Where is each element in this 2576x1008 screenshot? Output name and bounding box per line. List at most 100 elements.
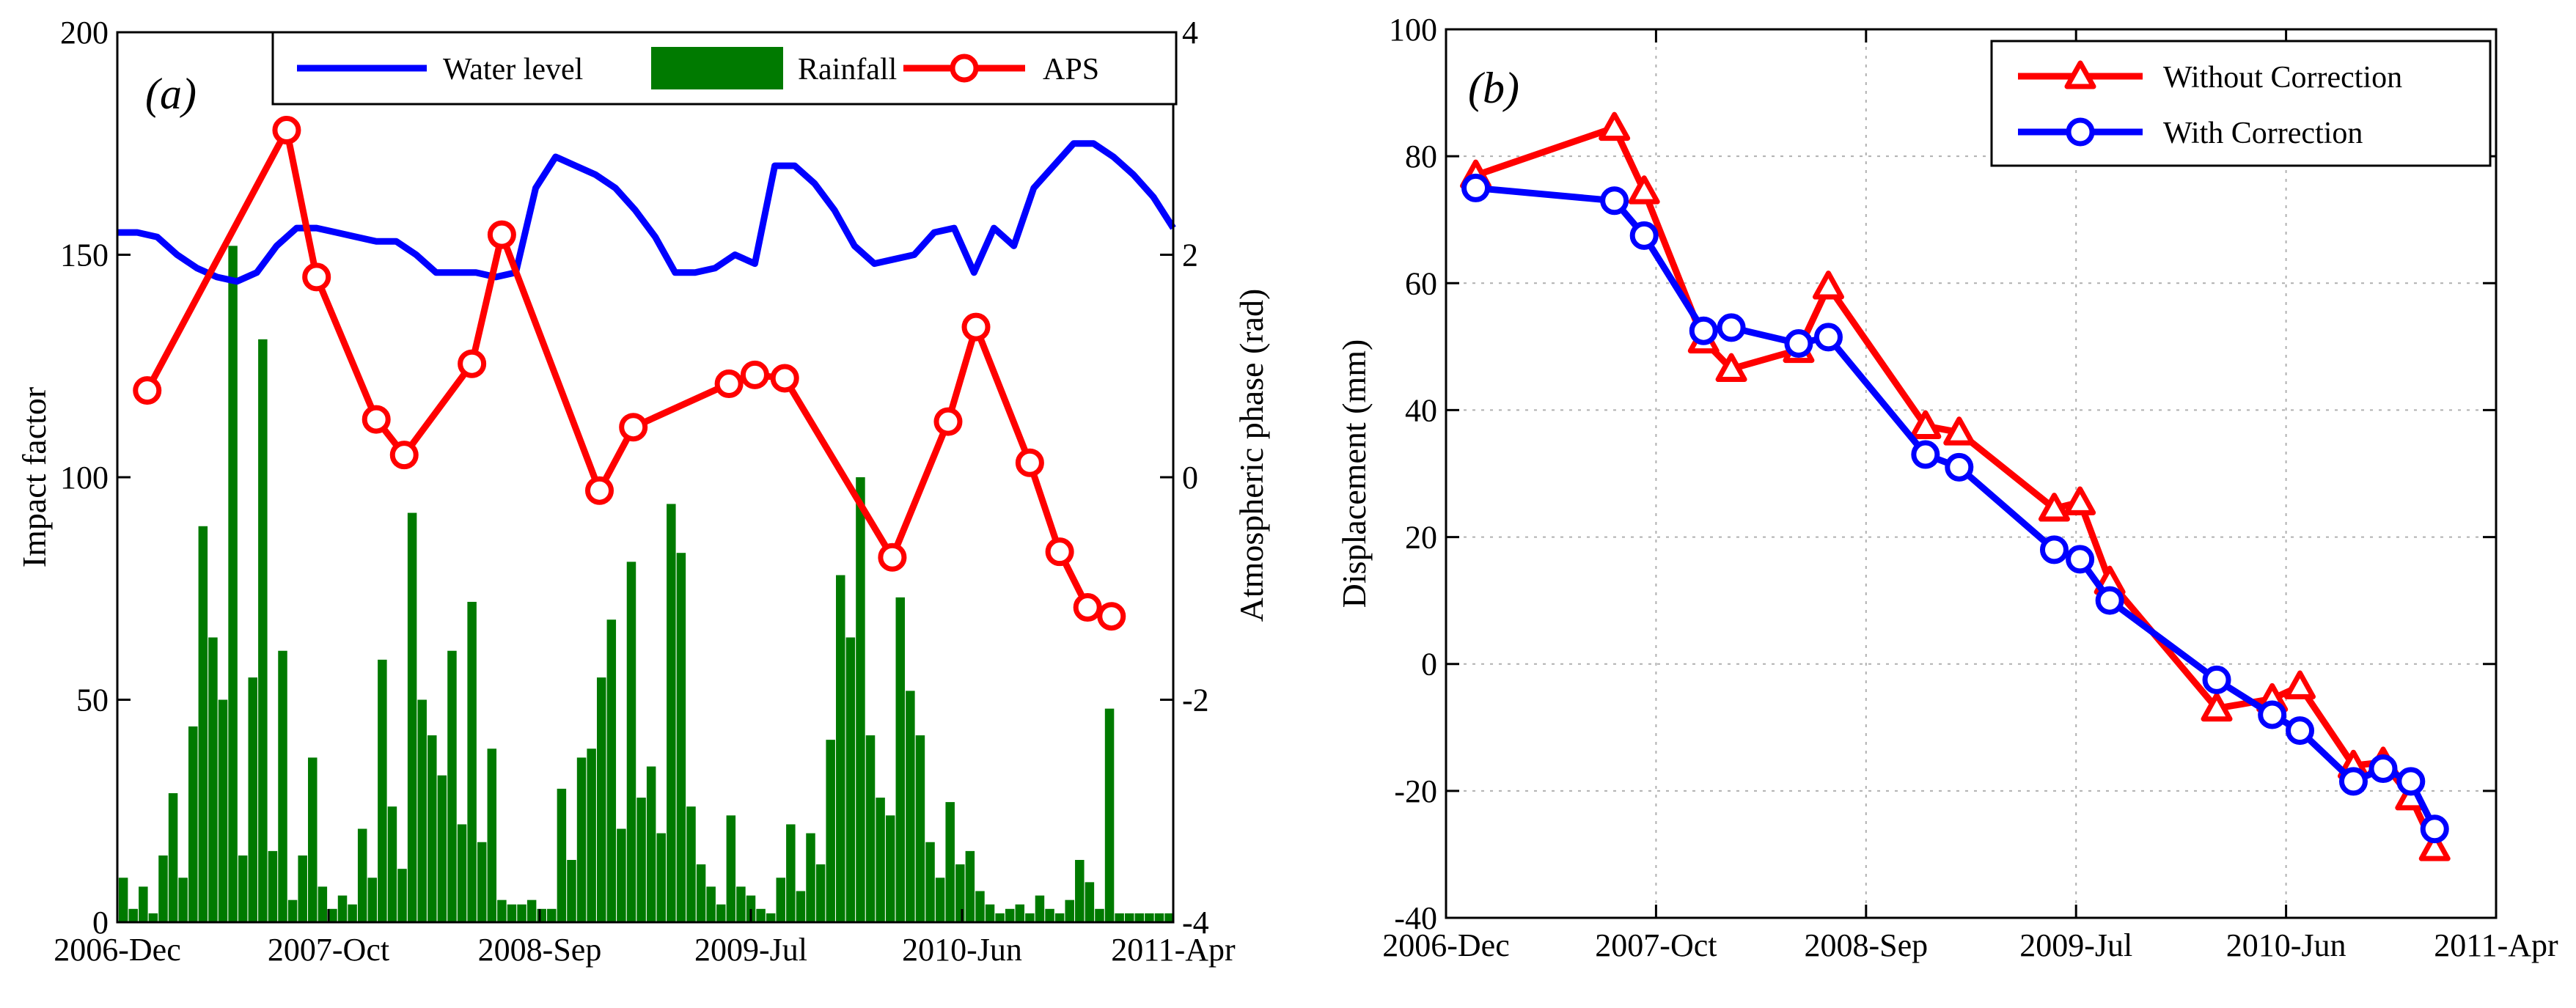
legend-aps-marker bbox=[950, 54, 979, 83]
data-point-with bbox=[2258, 700, 2287, 729]
rainfall-bar bbox=[378, 659, 387, 922]
rainfall-bar bbox=[756, 908, 766, 922]
data-point-without bbox=[1715, 353, 1747, 383]
data-point-without bbox=[2201, 692, 2233, 722]
aps-point bbox=[740, 360, 769, 389]
data-point-with bbox=[1717, 313, 1746, 342]
rainfall-bar bbox=[188, 726, 198, 922]
x-tick-label: 2010-Jun bbox=[902, 932, 1022, 968]
x-tick-label: 2007-Oct bbox=[1595, 927, 1717, 963]
rainfall-bar bbox=[865, 735, 876, 922]
rainfall-bar bbox=[1035, 895, 1045, 922]
y-axis-label: Impact factor bbox=[15, 387, 53, 567]
aps-point bbox=[487, 220, 516, 249]
rainfall-bar bbox=[407, 512, 417, 922]
rainfall-bar bbox=[477, 842, 487, 922]
data-point-with bbox=[2338, 767, 2368, 796]
data-point-with bbox=[2396, 767, 2426, 796]
legend-b: Without Correction With Correction bbox=[1990, 40, 2492, 167]
rainfall-bar bbox=[1104, 708, 1115, 922]
data-point-with bbox=[2286, 716, 2315, 746]
aps-point bbox=[878, 542, 907, 572]
aps-point bbox=[133, 376, 162, 405]
panel-a: 0 50 100 150 200 -4 -2 0 2 4 2006-Dec 2007-Oct 2008-… bbox=[15, 15, 1270, 968]
rainfall-bar bbox=[457, 824, 467, 922]
data-point-with bbox=[1629, 221, 1659, 250]
rainfall-bar bbox=[836, 575, 845, 922]
y2-tick-label: 4 bbox=[1182, 15, 1198, 51]
aps-point bbox=[389, 441, 419, 470]
rainfall-bar bbox=[826, 740, 835, 922]
rainfall-bar bbox=[417, 699, 427, 922]
rainfall-bar bbox=[845, 637, 856, 922]
rainfall-bar bbox=[367, 878, 378, 922]
rainfall-bar bbox=[786, 824, 796, 922]
rainfall-bar bbox=[268, 850, 278, 922]
rainfall-bar bbox=[667, 504, 676, 922]
aps-point bbox=[714, 369, 744, 399]
y-tick-label: -20 bbox=[1394, 773, 1437, 809]
series-markers-with bbox=[1461, 173, 2449, 844]
aps-point bbox=[1073, 593, 1102, 622]
rainfall-bar bbox=[776, 878, 786, 922]
x-tick-label: 2006-Dec bbox=[1382, 927, 1510, 963]
x-tick-label: 2008-Sep bbox=[1804, 927, 1928, 963]
rainfall-bar bbox=[557, 788, 567, 922]
aps-point bbox=[1045, 537, 1074, 567]
data-point-without bbox=[1812, 271, 1844, 300]
y-tick-label: 80 bbox=[1405, 139, 1437, 174]
x-tick-label: 2008-Sep bbox=[478, 932, 602, 968]
rainfall-bar bbox=[208, 637, 218, 922]
rainfall-bar bbox=[1065, 900, 1074, 922]
rainfall-bar bbox=[985, 904, 995, 922]
data-point-with bbox=[2368, 754, 2398, 784]
y2-axis-label: Atmospheric phase (rad) bbox=[1233, 289, 1270, 622]
data-point-with bbox=[2202, 665, 2231, 694]
rainfall-bar bbox=[328, 908, 337, 922]
rainfall-bar bbox=[1075, 860, 1085, 922]
aps-point bbox=[961, 312, 991, 342]
water-level-line bbox=[117, 140, 1176, 285]
x-tick-label: 2011-Apr bbox=[1111, 932, 1236, 968]
x-tick-label: 2011-Apr bbox=[2434, 927, 2558, 963]
y2-tick-label: -2 bbox=[1182, 683, 1209, 718]
rainfall-bar bbox=[387, 806, 397, 922]
rainfall-bar bbox=[656, 833, 666, 922]
rainfall-bar bbox=[467, 601, 477, 922]
rainfall-bar bbox=[148, 913, 158, 922]
data-point-without bbox=[1628, 175, 1660, 205]
rainfall-bar bbox=[1154, 913, 1164, 922]
y-tick-label: 0 bbox=[92, 905, 109, 941]
rainfall-bar bbox=[198, 526, 208, 922]
y-tick-label: 0 bbox=[1421, 647, 1437, 683]
rainfall-bar bbox=[876, 798, 885, 922]
x-tick-label: 2009-Jul bbox=[2019, 927, 2132, 963]
data-point-with bbox=[1911, 440, 1940, 469]
legend-label-rain: Rainfall bbox=[798, 53, 897, 87]
data-point-with bbox=[2039, 535, 2069, 564]
rainfall-bar bbox=[975, 891, 985, 922]
legend-with-marker bbox=[2066, 117, 2095, 147]
rainfall-bar bbox=[287, 900, 298, 922]
rainfall-bar bbox=[258, 339, 268, 923]
rainfall-bar bbox=[158, 855, 168, 922]
rainfall-bar bbox=[587, 748, 596, 922]
data-point-with bbox=[1784, 329, 1813, 358]
rainfall-bar bbox=[1134, 913, 1145, 922]
rainfall-bar bbox=[796, 891, 806, 922]
rainfall-bar bbox=[218, 699, 228, 922]
plot-frame-b bbox=[1445, 28, 2498, 919]
y-tick-label: 50 bbox=[76, 683, 109, 718]
legend-label-with: With Correction bbox=[2163, 117, 2363, 150]
rainfall-bar bbox=[906, 691, 915, 922]
aps-point bbox=[619, 413, 648, 442]
aps-point bbox=[585, 476, 614, 505]
rainfall-bar bbox=[1124, 913, 1134, 922]
rainfall-bar bbox=[1005, 908, 1015, 922]
rainfall-bar bbox=[517, 904, 526, 922]
rainfall-bar bbox=[806, 833, 815, 922]
y-axis-label: Displacement (mm) bbox=[1335, 339, 1373, 608]
x-tick-label: 2007-Oct bbox=[268, 932, 389, 968]
panel-label-b: (b) bbox=[1468, 64, 1519, 112]
